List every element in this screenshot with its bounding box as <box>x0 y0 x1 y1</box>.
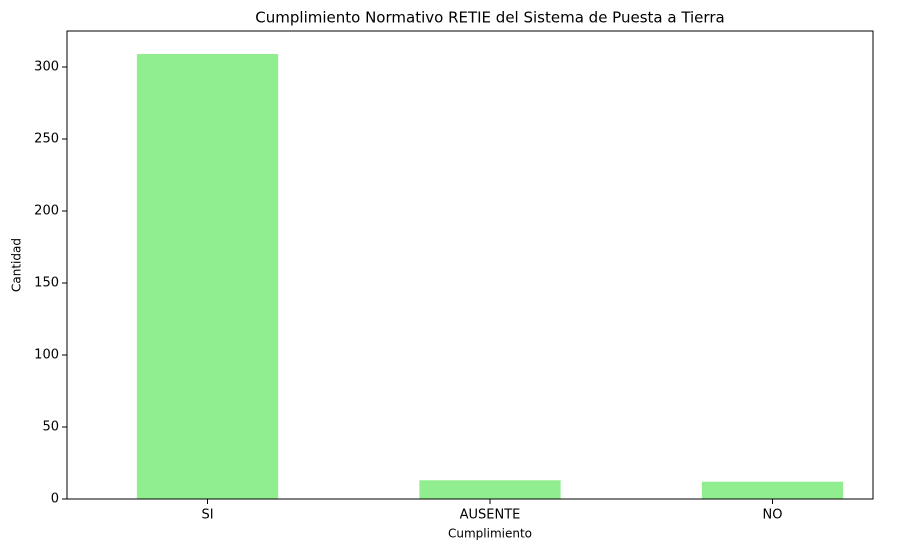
plot-frame <box>66 30 874 500</box>
y-tick-label: 150 <box>34 276 59 291</box>
y-tick-label: 250 <box>34 132 59 147</box>
y-tick-label: 0 <box>51 492 59 507</box>
bar <box>419 480 561 499</box>
x-axis-label: Cumplimiento <box>448 527 532 541</box>
x-tick-label: AUSENTE <box>460 508 521 523</box>
bar <box>701 481 844 499</box>
y-axis-label: Cantidad <box>10 238 24 292</box>
y-tick-label: 300 <box>34 60 59 75</box>
bar <box>136 54 279 499</box>
x-tick-label: SI <box>201 508 213 523</box>
y-tick-label: 50 <box>42 420 59 435</box>
y-tick-label: 200 <box>34 204 59 219</box>
y-tick-label: 100 <box>34 348 59 363</box>
x-tick-label: NO <box>763 508 783 523</box>
chart-title: Cumplimiento Normativo RETIE del Sistema… <box>255 9 724 27</box>
